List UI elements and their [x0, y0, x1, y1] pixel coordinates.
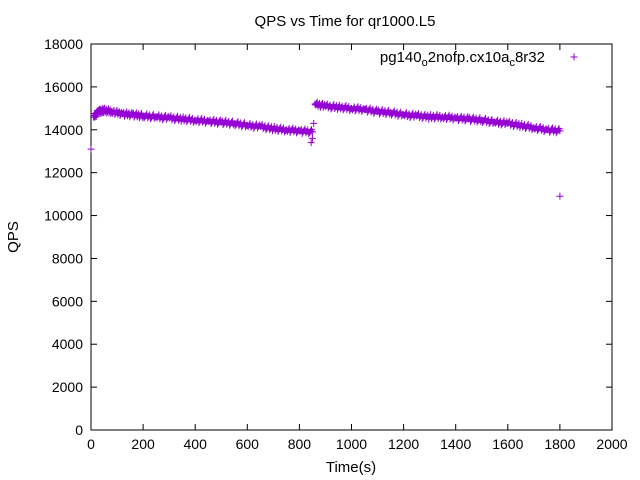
x-tick-label: 800	[288, 436, 312, 452]
x-tick-label: 1800	[544, 436, 575, 452]
y-axis-label: QPS	[5, 221, 22, 253]
x-axis: 0 200 400 600 800 1000 1200 1400 1600 1800 2000	[87, 44, 628, 452]
y-tick-label: 14000	[44, 122, 83, 138]
x-tick-label: 1200	[388, 436, 419, 452]
legend-label: pg140o2nofp.cx10ac8r32	[380, 49, 545, 69]
x-tick-label: 1000	[336, 436, 367, 452]
y-tick-label: 12000	[44, 165, 83, 181]
y-axis: 0 2000 4000 6000 8000 10000 12000 14000 16000 180…	[44, 36, 612, 438]
data-point	[87, 145, 95, 153]
data-point	[228, 117, 236, 125]
y-tick-label: 6000	[52, 293, 83, 309]
data-point	[554, 126, 562, 134]
plot-frame	[90, 43, 613, 431]
x-tick-label: 1600	[492, 436, 523, 452]
chart-title: QPS vs Time for qr1000.L5	[255, 13, 436, 30]
data-point	[556, 192, 564, 200]
data-point	[570, 53, 578, 61]
x-tick-label: 2000	[596, 436, 627, 452]
data-point	[308, 134, 316, 142]
y-tick-label: 10000	[44, 208, 83, 224]
y-tick-label: 16000	[44, 79, 83, 95]
data-point	[385, 106, 393, 114]
x-tick-label: 200	[131, 436, 155, 452]
y-tick-label: 4000	[52, 336, 83, 352]
legend-marker	[570, 53, 578, 61]
data-point	[310, 119, 318, 127]
data-point	[307, 139, 315, 147]
y-tick-label: 18000	[44, 36, 83, 52]
x-tick-label: 400	[184, 436, 208, 452]
x-tick-label: 0	[87, 436, 95, 452]
y-tick-label: 0	[75, 422, 83, 438]
x-tick-label: 1400	[440, 436, 471, 452]
series-points	[87, 98, 564, 200]
data-point	[307, 127, 315, 135]
legend: pg140o2nofp.cx10ac8r32	[380, 49, 578, 69]
data-point	[555, 125, 563, 133]
data-point	[476, 114, 484, 122]
x-tick-label: 600	[236, 436, 260, 452]
y-tick-label: 8000	[52, 250, 83, 266]
y-tick-label: 2000	[52, 379, 83, 395]
data-point	[307, 126, 315, 134]
x-axis-label: Time(s)	[326, 459, 376, 476]
